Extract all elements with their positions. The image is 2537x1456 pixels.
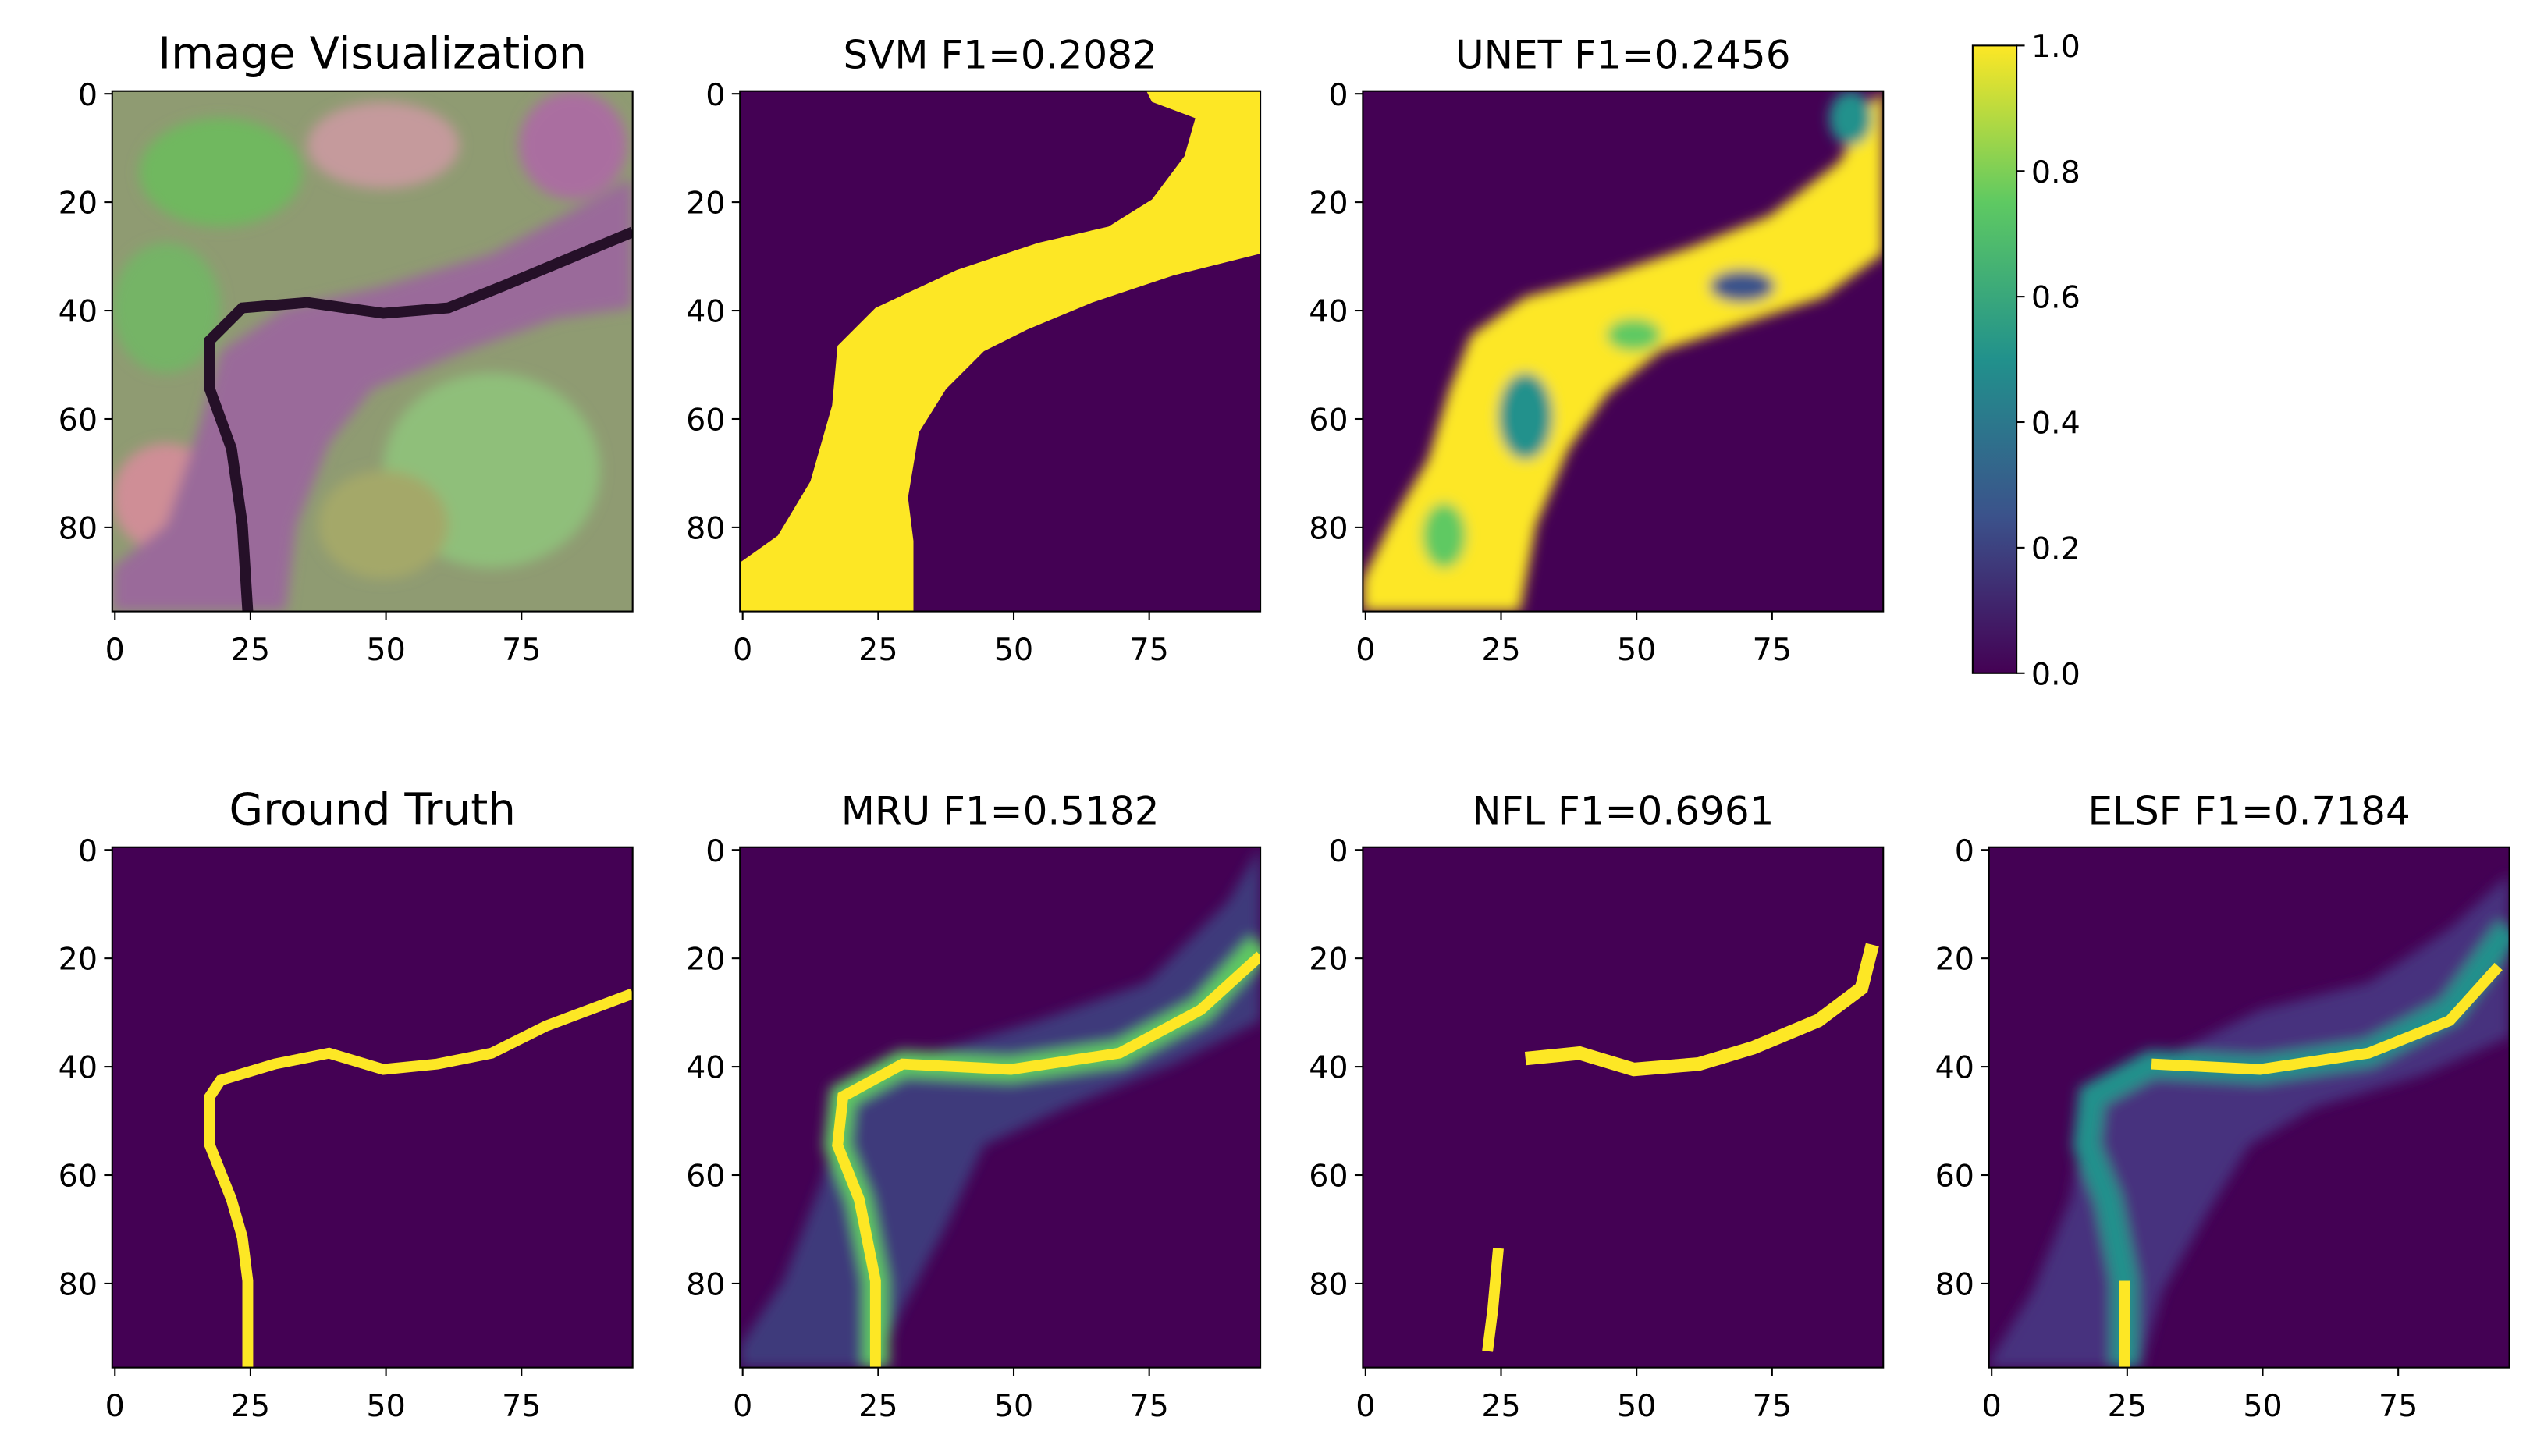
y-tick-label: 80: [1309, 510, 1348, 546]
x-tick-label: 50: [994, 632, 1033, 668]
colorbar-tick-label: 0.6: [2031, 280, 2080, 316]
y-tick-label: 20: [686, 186, 725, 222]
x-tick-label: 0: [733, 1388, 752, 1424]
x-tick-label: 50: [366, 1388, 405, 1424]
x-tick-label: 0: [1356, 632, 1375, 668]
colorbar-frame: [1971, 44, 2018, 674]
x-tick-label: 75: [502, 1388, 541, 1424]
x-tick-label: 25: [2108, 1388, 2147, 1424]
y-tick-label: 80: [1935, 1267, 1974, 1303]
y-tick-label: 0: [78, 833, 98, 869]
y-tick-label: 40: [1309, 294, 1348, 330]
y-tick-label: 20: [59, 942, 98, 978]
x-tick-label: 75: [1753, 632, 1792, 668]
colorbar-tick-label: 0.4: [2031, 406, 2080, 442]
x-tick-label: 50: [1617, 1388, 1656, 1424]
x-tick-label: 0: [105, 1388, 125, 1424]
panel-title: MRU F1=0.5182: [841, 789, 1160, 834]
y-tick-label: 60: [59, 403, 98, 439]
axes-frame: [1988, 846, 2510, 1369]
axes-frame: [739, 90, 1262, 613]
y-tick-label: 60: [1309, 1159, 1348, 1195]
x-tick-label: 75: [1753, 1388, 1792, 1424]
axes-frame: [111, 90, 634, 613]
x-tick-label: 0: [733, 632, 752, 668]
x-tick-label: 25: [858, 632, 897, 668]
y-tick-label: 0: [1328, 833, 1348, 869]
y-tick-label: 20: [1309, 186, 1348, 222]
y-tick-label: 40: [686, 294, 725, 330]
y-tick-label: 20: [1309, 942, 1348, 978]
y-tick-label: 0: [705, 77, 725, 113]
x-tick-label: 0: [105, 632, 125, 668]
x-tick-label: 50: [366, 632, 405, 668]
colorbar-tick-label: 1.0: [2031, 29, 2080, 65]
x-tick-label: 50: [1617, 632, 1656, 668]
x-tick-label: 25: [1481, 632, 1520, 668]
x-tick-label: 75: [1129, 632, 1168, 668]
axes-frame: [739, 846, 1262, 1369]
y-tick-label: 0: [705, 833, 725, 869]
x-tick-label: 0: [1356, 1388, 1375, 1424]
x-tick-label: 25: [231, 1388, 270, 1424]
y-tick-label: 80: [59, 1267, 98, 1303]
axes-frame: [111, 846, 634, 1369]
x-tick-label: 50: [994, 1388, 1033, 1424]
x-tick-label: 75: [2379, 1388, 2418, 1424]
y-tick-label: 60: [59, 1159, 98, 1195]
panel-title: UNET F1=0.2456: [1455, 33, 1790, 78]
colorbar-tick-label: 0.0: [2031, 656, 2080, 692]
x-tick-label: 50: [2243, 1388, 2282, 1424]
y-tick-label: 80: [686, 510, 725, 546]
y-tick-label: 40: [1935, 1050, 1974, 1086]
y-tick-label: 40: [59, 294, 98, 330]
y-tick-label: 40: [59, 1050, 98, 1086]
x-tick-label: 25: [1481, 1388, 1520, 1424]
y-tick-label: 60: [1935, 1159, 1974, 1195]
y-tick-label: 40: [686, 1050, 725, 1086]
axes-frame: [1362, 846, 1885, 1369]
y-tick-label: 60: [1309, 403, 1348, 439]
unet-map: [1363, 91, 1884, 612]
y-tick-label: 20: [59, 186, 98, 222]
svm-map: [740, 91, 1261, 612]
y-tick-label: 20: [686, 942, 725, 978]
y-tick-label: 80: [1309, 1267, 1348, 1303]
panel-title: ELSF F1=0.7184: [2088, 789, 2411, 834]
nfl-map: [1363, 847, 1884, 1368]
y-tick-label: 40: [1309, 1050, 1348, 1086]
y-tick-label: 0: [78, 77, 98, 113]
y-tick-label: 80: [686, 1267, 725, 1303]
panel-title: Image Visualization: [158, 29, 587, 80]
axes-frame: [1362, 90, 1885, 613]
colorbar-tick-label: 0.8: [2031, 154, 2080, 190]
y-tick-label: 60: [686, 403, 725, 439]
y-tick-label: 0: [1955, 833, 1974, 869]
panel-title: SVM F1=0.2082: [843, 33, 1157, 78]
x-tick-label: 75: [1129, 1388, 1168, 1424]
colorbar: [1972, 45, 2017, 673]
x-tick-label: 75: [502, 632, 541, 668]
panel-title: Ground Truth: [229, 785, 516, 836]
x-tick-label: 25: [231, 632, 270, 668]
gt-map: [112, 847, 633, 1368]
y-tick-label: 60: [686, 1159, 725, 1195]
y-tick-label: 80: [59, 510, 98, 546]
rgb-image: [112, 91, 633, 612]
panel-title: NFL F1=0.6961: [1472, 789, 1774, 834]
colorbar-tick-label: 0.2: [2031, 531, 2080, 566]
mru-map: [740, 847, 1261, 1368]
x-tick-label: 0: [1982, 1388, 2002, 1424]
y-tick-label: 20: [1935, 942, 1974, 978]
y-tick-label: 0: [1328, 77, 1348, 113]
x-tick-label: 25: [858, 1388, 897, 1424]
elsf-map: [1988, 847, 2510, 1368]
